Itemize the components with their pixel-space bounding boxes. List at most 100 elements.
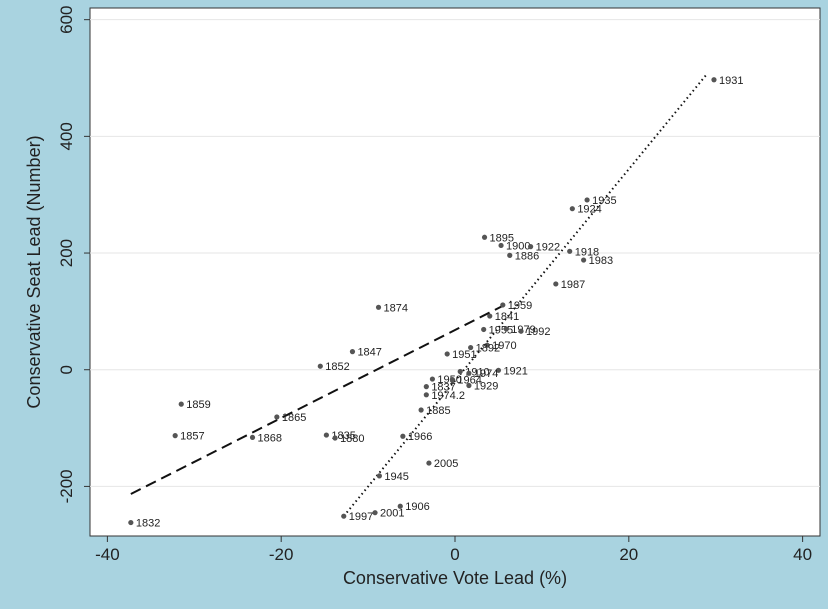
point-label: 1859: [186, 399, 210, 411]
point-label: 1900: [506, 240, 530, 252]
data-point: [711, 77, 717, 83]
data-point: [466, 382, 472, 389]
point-label: 1997: [349, 511, 373, 523]
y-axis: -200 0 200 400 600: [57, 5, 90, 503]
x-tick-label: -20: [269, 545, 294, 564]
data-point: [503, 326, 509, 332]
data-point: [323, 432, 329, 438]
data-point: [449, 377, 455, 383]
point-label: 1895: [490, 232, 514, 244]
point-label: 1832: [136, 518, 160, 530]
data-point: [518, 328, 524, 334]
data-point: [249, 434, 256, 441]
point-label: 1837: [431, 382, 455, 394]
y-tick-label: -200: [57, 469, 76, 503]
point-label: 1922: [536, 242, 560, 254]
data-point: [584, 197, 590, 203]
data-point: [487, 313, 493, 319]
y-tick-label: 0: [57, 365, 76, 374]
point-label: 1931: [719, 75, 743, 87]
x-tick-label: 40: [793, 545, 812, 564]
point-label: 1892: [476, 343, 500, 355]
data-point: [484, 342, 490, 348]
data-point: [400, 433, 406, 439]
data-point: [429, 376, 436, 382]
data-point: [372, 510, 378, 516]
y-tick-label: 200: [57, 239, 76, 267]
point-label: 1865: [282, 412, 306, 424]
x-axis: -40 -20 0 20 40: [95, 536, 812, 564]
dotted-fit-line: [342, 73, 708, 517]
point-label: 1964: [457, 375, 481, 387]
data-point: [128, 519, 134, 526]
data-point: [466, 370, 472, 376]
point-label: 1906: [405, 501, 429, 513]
point-label: 1983: [589, 255, 613, 267]
point-label: 1880: [340, 433, 364, 445]
x-tick-label: -40: [95, 545, 120, 564]
point-label: 1847: [357, 347, 381, 359]
point-label: 1970: [492, 340, 516, 352]
data-point: [457, 368, 463, 375]
data-point: [444, 351, 450, 357]
data-point: [481, 326, 487, 333]
point-label: 1874: [384, 302, 408, 314]
point-label: 1950: [437, 374, 461, 386]
data-point: [423, 392, 429, 398]
data-point: [507, 252, 513, 258]
point-label: 1921: [503, 365, 527, 377]
point-label: 1857: [180, 431, 204, 443]
point-label: 1955: [489, 324, 513, 336]
data-point: [375, 304, 382, 310]
data-point: [468, 344, 474, 351]
dashed-fit-line: [130, 300, 512, 495]
point-label: 1979: [511, 324, 535, 336]
data-point: [332, 435, 338, 441]
data-point: [426, 460, 432, 466]
data-point: [397, 503, 403, 509]
y-tick-label: 600: [57, 5, 76, 33]
point-label: 1924: [577, 204, 601, 216]
point-label: 1868: [258, 432, 282, 444]
point-label: 1835: [331, 430, 355, 442]
data-point: [317, 363, 323, 369]
data-point: [418, 407, 424, 413]
point-label: 1966: [408, 431, 432, 443]
point-label: 1841: [495, 311, 519, 323]
grid-lines: [90, 19, 820, 487]
point-label: 1987: [561, 279, 585, 291]
data-point: [500, 302, 506, 308]
point-label: 1974.2: [431, 390, 465, 402]
x-tick-label: 20: [619, 545, 638, 564]
point-label: 1918: [575, 246, 599, 258]
data-point: [341, 513, 347, 519]
data-point: [569, 206, 575, 212]
data-point: [495, 367, 502, 373]
point-label: 1945: [384, 471, 408, 483]
data-point: [178, 401, 184, 407]
point-label: 1886: [515, 250, 539, 262]
data-point: [528, 244, 534, 250]
plot-area: [89, 7, 821, 537]
point-label: 1885: [426, 405, 450, 417]
data-point: [481, 234, 488, 240]
y-axis-title: Conservative Seat Lead (Number): [24, 135, 44, 408]
x-tick-label: 0: [450, 545, 459, 564]
data-point: [567, 248, 573, 254]
data-point: [376, 473, 382, 479]
point-label: 1992: [526, 326, 550, 338]
point-label: 1852: [325, 361, 349, 373]
point-label: 1935: [592, 195, 616, 207]
data-point: [553, 281, 559, 287]
fit-lines: [130, 73, 708, 517]
data-point: [349, 349, 356, 355]
y-tick-label: 400: [57, 122, 76, 150]
point-label: 2005: [434, 458, 458, 470]
data-point: [581, 257, 587, 263]
data-point: [172, 433, 178, 439]
point-label: 1910: [465, 366, 489, 378]
point-label: 1929: [474, 380, 498, 392]
point-label: 1974: [474, 368, 498, 380]
